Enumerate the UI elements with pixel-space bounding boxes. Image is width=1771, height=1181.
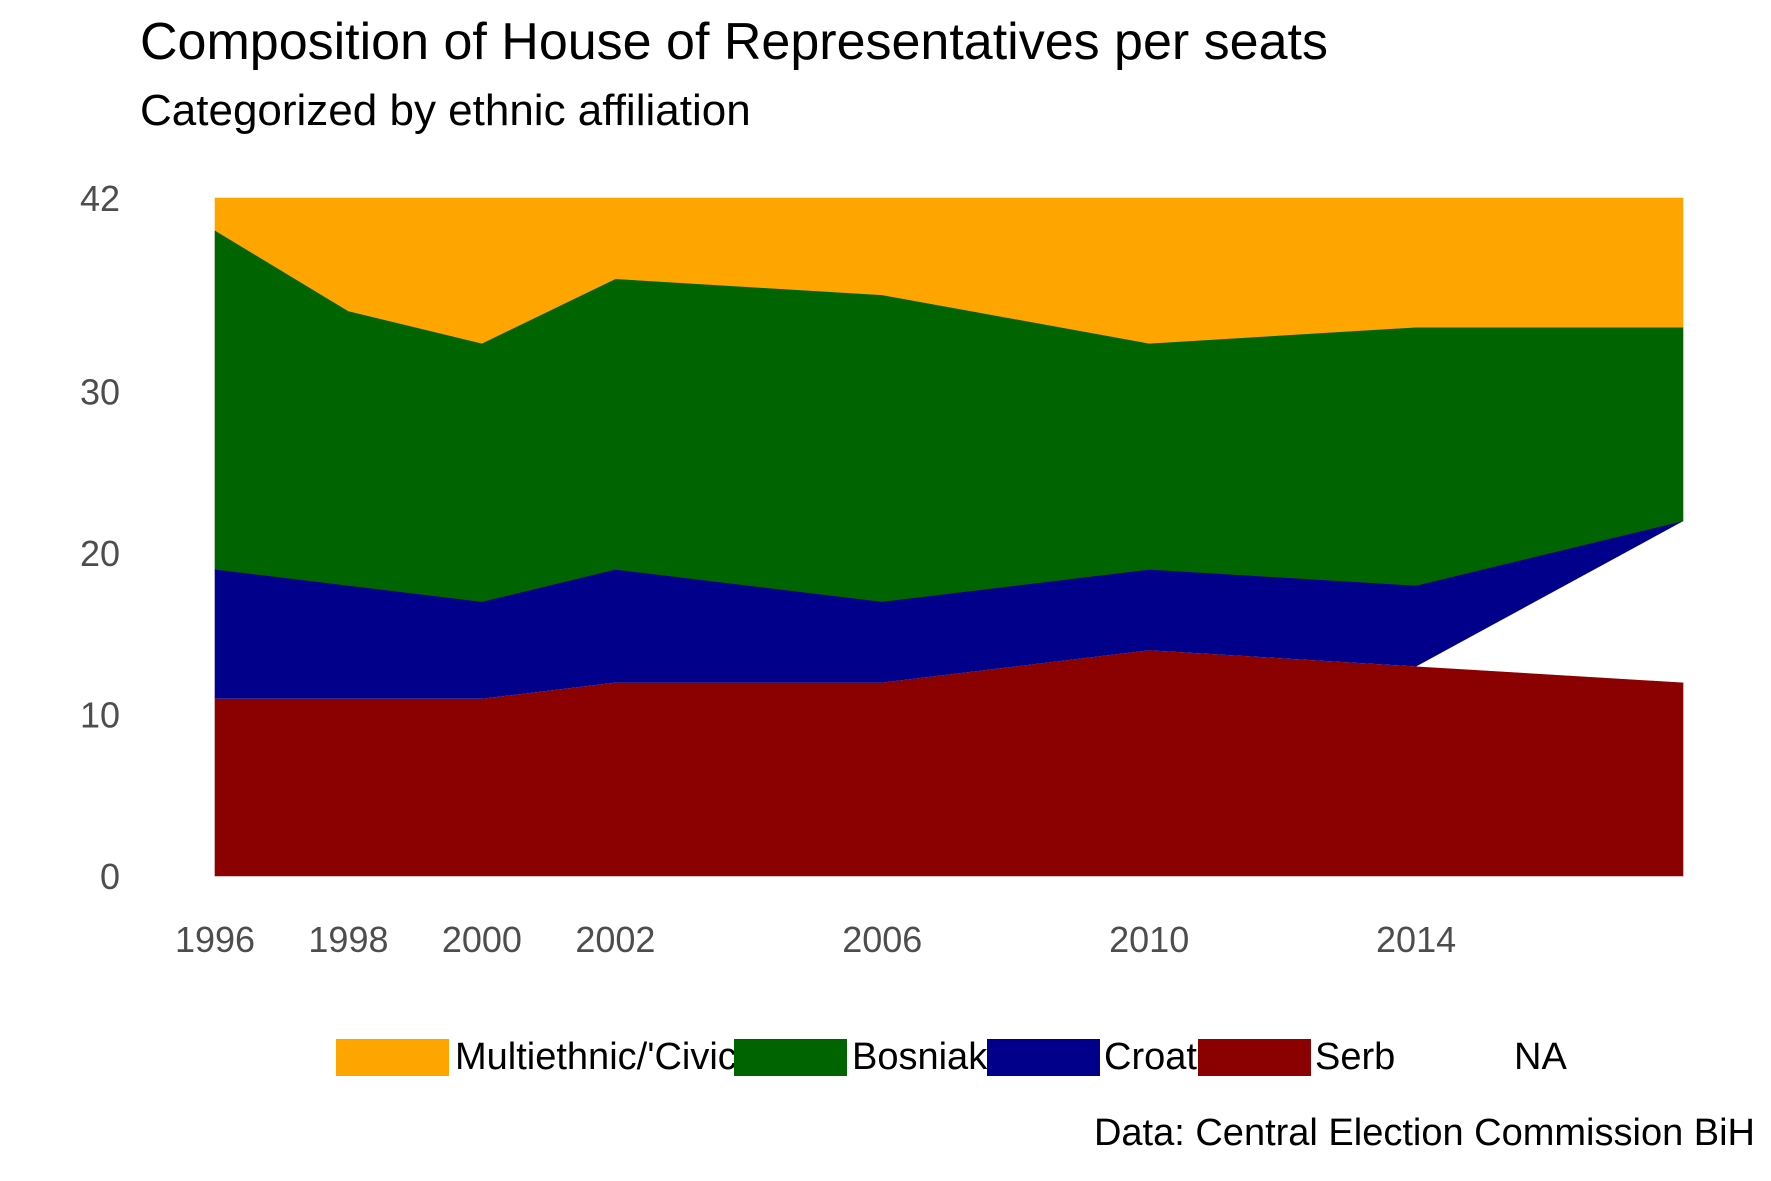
chart-caption: Data: Central Election Commission BiH [1093, 1112, 1755, 1154]
y-tick-label: 42 [80, 178, 120, 219]
x-tick-label: 1996 [175, 919, 255, 960]
x-axis-ticks: 1996 1998 2000 2002 2006 2010 2014 [175, 919, 1456, 960]
x-tick-label: 2006 [842, 919, 922, 960]
chart-subtitle: Categorized by ethnic affiliation [140, 86, 751, 135]
x-tick-label: 2002 [575, 919, 655, 960]
y-tick-label: 0 [100, 856, 120, 897]
x-tick-label: 2000 [442, 919, 522, 960]
x-tick-label: 1998 [308, 919, 388, 960]
y-axis-ticks: 0 10 20 30 42 [80, 178, 120, 897]
y-tick-label: 20 [80, 533, 120, 574]
y-tick-label: 30 [80, 372, 120, 413]
area-layers [214, 197, 1684, 877]
x-tick-label: 2010 [1109, 919, 1189, 960]
x-tick-label: 2014 [1376, 919, 1456, 960]
y-tick-label: 10 [80, 695, 120, 736]
area-multiethnic-civic [214, 197, 1684, 344]
chart-title: Composition of House of Representatives … [140, 13, 1328, 71]
